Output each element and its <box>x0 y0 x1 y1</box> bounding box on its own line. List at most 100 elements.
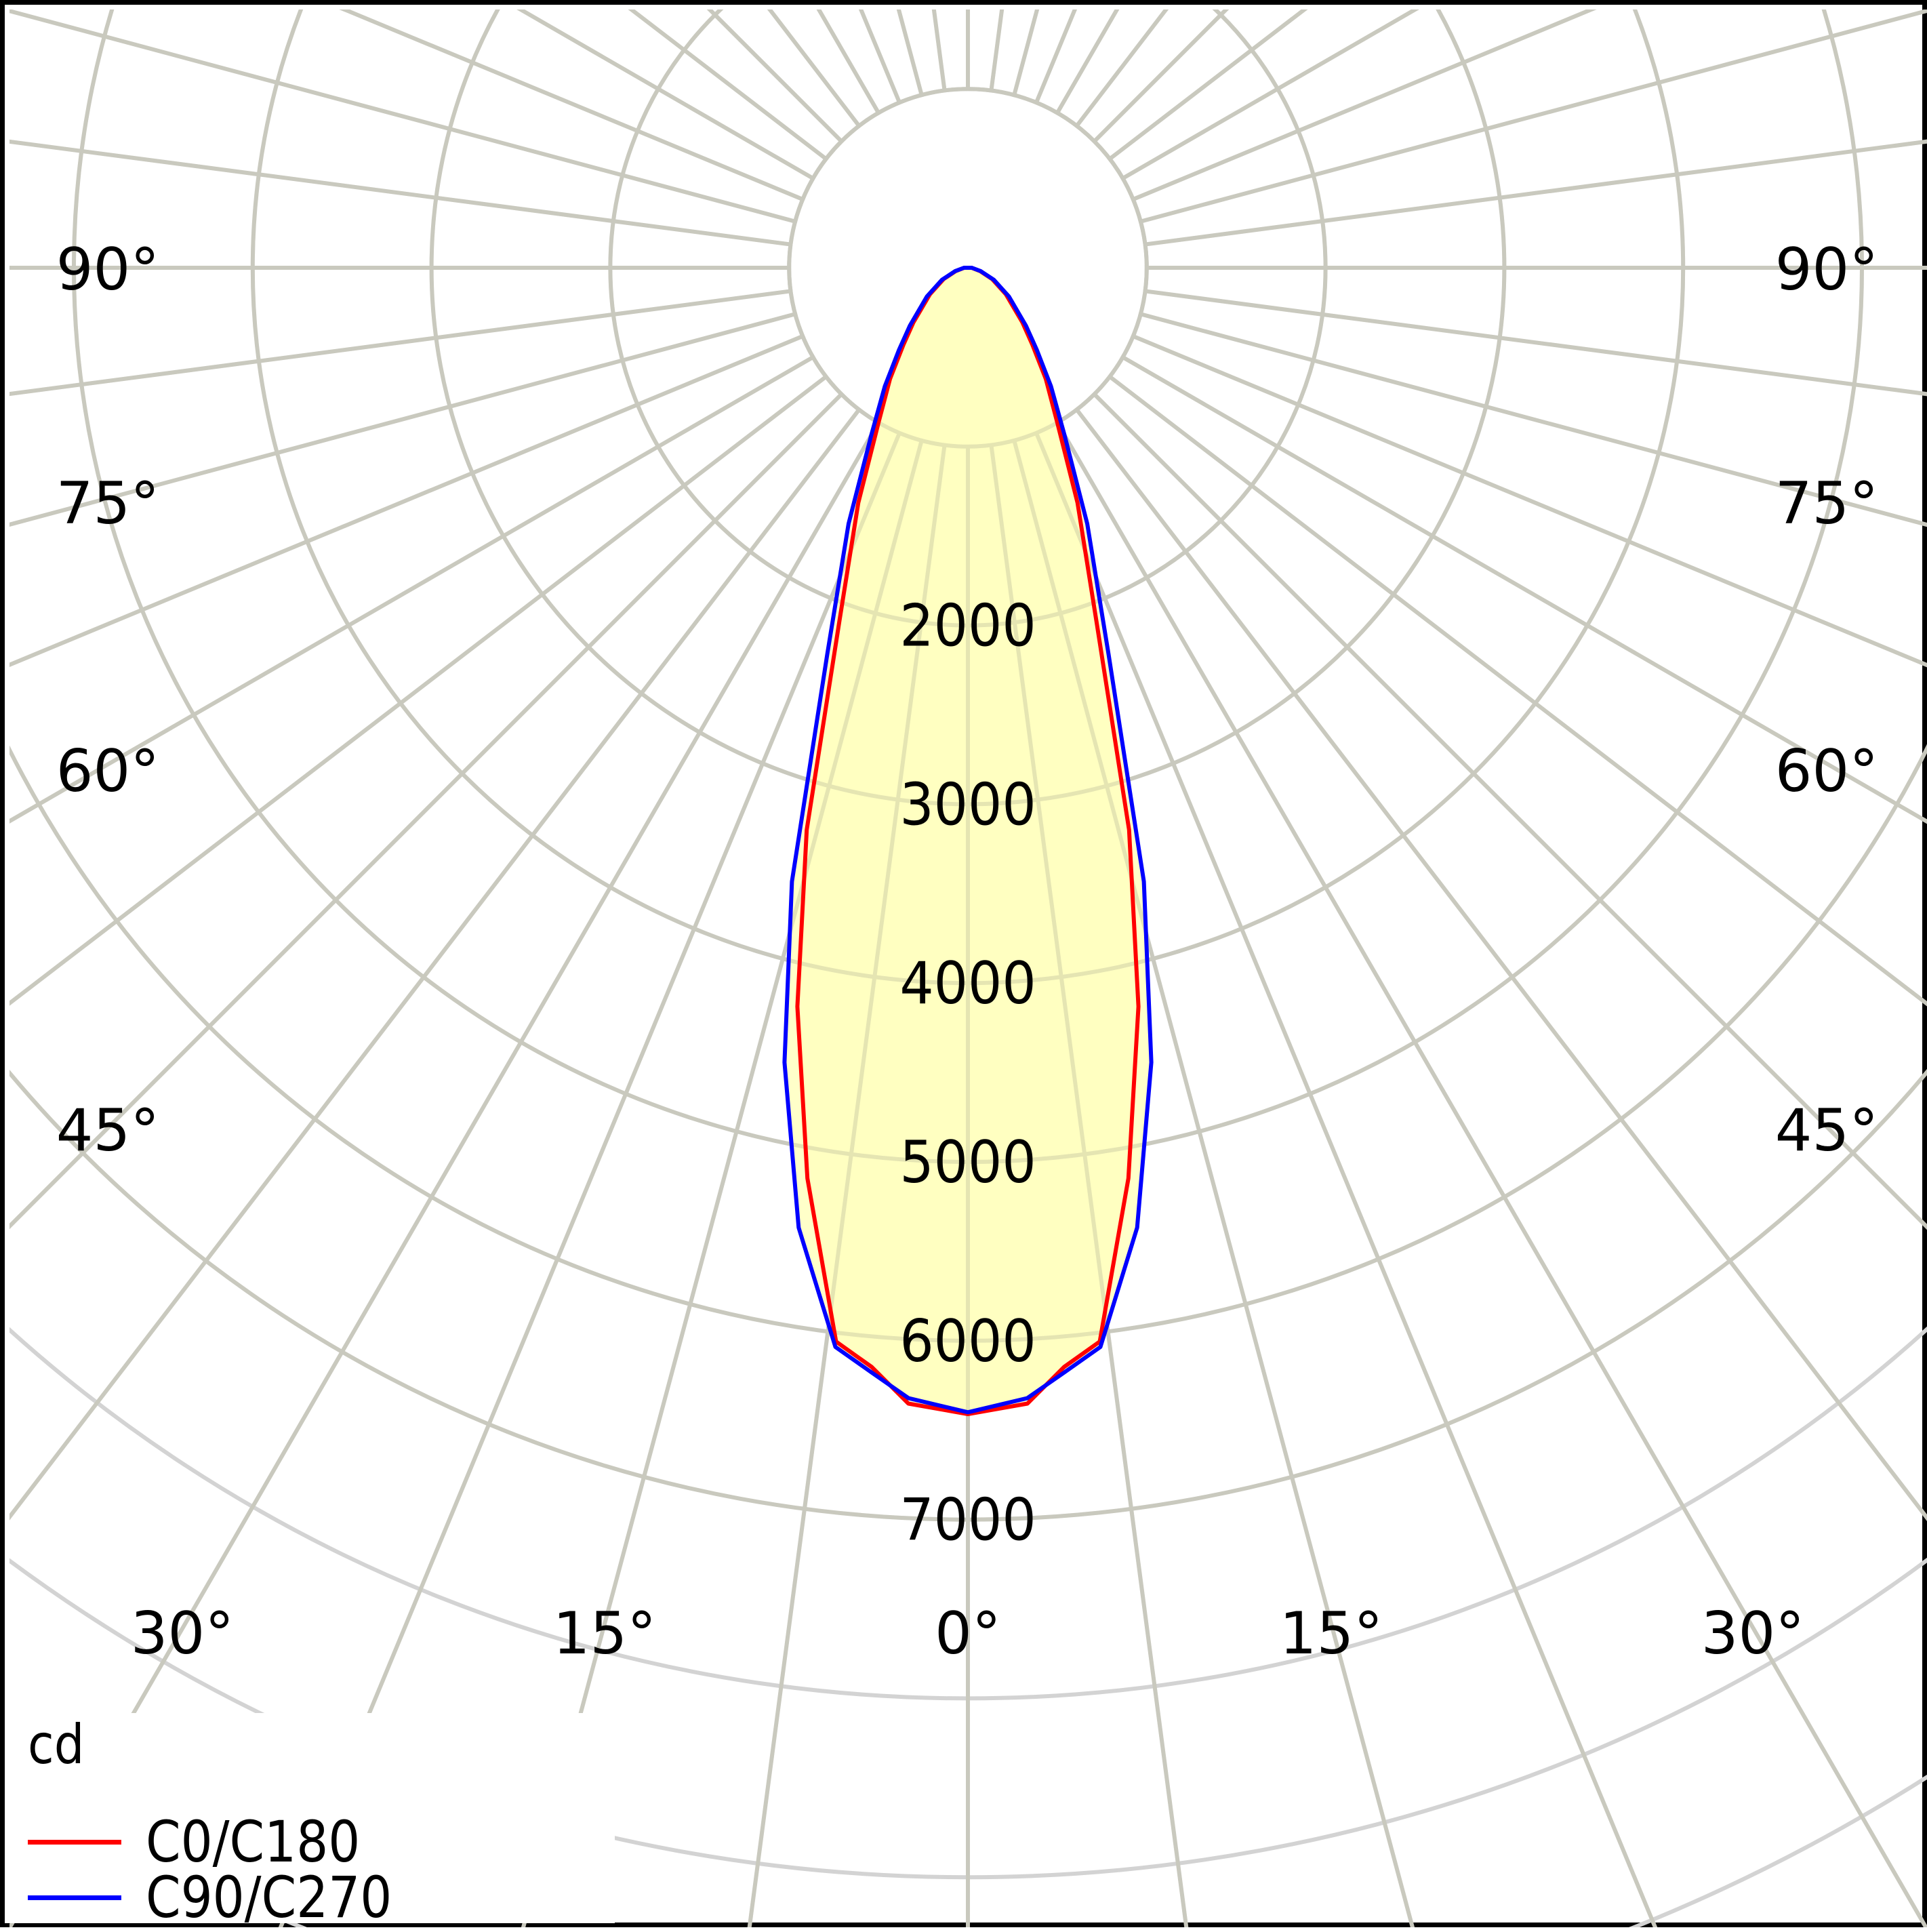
grid-ring <box>9 1068 1927 1522</box>
angle-label-right: 90° <box>1775 236 1878 304</box>
legend-item-c0-c180: C0/C180 <box>28 1809 389 1875</box>
grid-spoke-overlay <box>521 440 924 1927</box>
radial-tick-label: 4000 <box>899 950 1036 1018</box>
grid-spoke <box>1145 139 1927 247</box>
grid-spoke <box>706 9 970 270</box>
grid-spoke-overlay <box>1140 9 1927 224</box>
grid-spoke <box>9 289 791 397</box>
grid-spoke <box>966 266 1927 1927</box>
angle-label-left: 75° <box>56 470 159 538</box>
grid-spoke <box>9 334 804 667</box>
grid-spoke <box>1132 334 1927 668</box>
radial-tick-label: 5000 <box>899 1129 1036 1196</box>
grid-spoke <box>967 9 1419 270</box>
grid-ring-overlay <box>72 9 1864 1164</box>
legend: cd C0/C180 C90/C270 <box>5 1713 615 1931</box>
grid-spoke-overlay <box>1140 312 1927 527</box>
grid-spoke <box>9 375 828 1006</box>
angle-label-left: 45° <box>56 1097 159 1165</box>
legend-label: C90/C270 <box>146 1864 392 1931</box>
grid-spoke-overlay <box>1145 139 1927 247</box>
radial-tick-label: 6000 <box>899 1308 1036 1375</box>
grid-spoke <box>1034 432 1658 1927</box>
angle-label-bottom-0: 0° <box>935 1600 1001 1668</box>
grid-spoke-overlay <box>1093 393 1927 1230</box>
grid-spoke <box>767 9 861 127</box>
grid-ring-overlay <box>251 9 1685 985</box>
angle-labels: 90° 75° 60° 45° 90° 75° 60° 45° 30° 15° 0° 15° 30° <box>56 236 1878 1668</box>
grid-spoke-overlay <box>9 421 880 1927</box>
grid-ring-overlay <box>9 744 1927 1343</box>
grid-spoke <box>967 9 1927 270</box>
grid-spoke <box>516 9 969 270</box>
grid-spoke <box>967 266 1927 824</box>
grid-spoke-overlay <box>1108 375 1927 1007</box>
unit-label: cd <box>28 1713 85 1776</box>
legend-swatch-blue <box>28 1895 121 1900</box>
grid-spoke-overlay <box>1132 9 1597 201</box>
grid-spoke <box>9 408 861 1521</box>
grid-spoke-overlay <box>1055 421 1927 1927</box>
legend-label: C0/C180 <box>146 1809 361 1875</box>
grid-spoke-overlay <box>9 289 791 397</box>
series-line-c90-c270 <box>782 266 1154 1415</box>
grid-spoke-overlay <box>9 393 843 1230</box>
grid-spoke <box>1108 375 1927 1007</box>
grid-spoke <box>9 266 969 527</box>
grid-spoke-overlay <box>9 139 791 247</box>
grid-spoke-overlay <box>1145 289 1927 397</box>
radial-tick-label: 7000 <box>899 1487 1036 1554</box>
light-fill <box>784 268 1152 1414</box>
grid-spoke-overlay <box>1075 408 1927 1521</box>
grid-spoke-overlay <box>9 334 804 667</box>
radial-labels: 2000 3000 4000 5000 6000 7000 <box>899 592 1036 1554</box>
grid-spoke <box>966 9 1230 270</box>
grid-spoke-overlay <box>1075 9 1169 127</box>
radial-tick-label: 2000 <box>899 592 1036 660</box>
grid-spoke-overlay <box>1132 334 1927 668</box>
grid-spoke <box>9 266 969 824</box>
grid-spoke <box>1132 9 1597 201</box>
grid-spoke <box>9 139 791 247</box>
grid-spoke-overlay <box>989 445 1189 1927</box>
grid-spoke-overlay <box>9 375 828 1006</box>
grid-ring <box>9 1556 1927 1879</box>
angle-label-left: 60° <box>56 738 159 805</box>
polar-chart: 2000 3000 4000 5000 6000 7000 90° 75° 60° 45° 90° 7… <box>9 9 1927 1927</box>
grid-spoke <box>9 9 969 270</box>
grid-spoke-overlay <box>1121 355 1927 824</box>
grid-spoke-overlay <box>9 9 796 224</box>
grid-ring-overlay <box>9 1068 1927 1522</box>
fill-area <box>784 268 1152 1413</box>
angle-label-right: 75° <box>1775 470 1878 538</box>
grid-overlay <box>9 9 1927 1927</box>
grid-spoke <box>1075 408 1927 1521</box>
grid-spoke-overlay <box>1034 432 1658 1927</box>
grid-spoke <box>966 266 1927 1230</box>
legend-swatch-red <box>28 1839 121 1845</box>
angle-label-bottom-left-30: 30° <box>131 1600 234 1668</box>
radial-tick-label: 3000 <box>899 771 1036 839</box>
grid-spoke-overlay <box>1012 440 1415 1927</box>
grid-spoke-overlay <box>339 9 804 201</box>
angle-label-bottom-right-15: 15° <box>1280 1600 1383 1668</box>
grid-ring <box>9 1325 1927 1700</box>
legend-item-c90-c270: C90/C270 <box>28 1864 426 1931</box>
grid-spoke-overlay <box>9 312 796 527</box>
grid-spoke <box>9 266 970 1230</box>
angle-label-left: 90° <box>56 236 159 304</box>
angle-label-bottom-right-30: 30° <box>1701 1600 1804 1668</box>
angle-label-right: 60° <box>1775 738 1878 805</box>
grid-spoke <box>339 9 804 201</box>
grid-spoke-overlay <box>747 445 947 1927</box>
angle-label-right: 45° <box>1775 1097 1878 1165</box>
grid-ring-overlay <box>787 87 1149 449</box>
grid-spoke-overlay <box>9 408 861 1521</box>
grid-spoke <box>1075 9 1169 127</box>
grid-ring-overlay <box>429 9 1507 807</box>
grid-spoke-overlay <box>9 355 815 824</box>
grid-spoke <box>967 266 1927 527</box>
angle-label-bottom-left-15: 15° <box>553 1600 656 1668</box>
grid-spoke-overlay <box>516 9 815 180</box>
